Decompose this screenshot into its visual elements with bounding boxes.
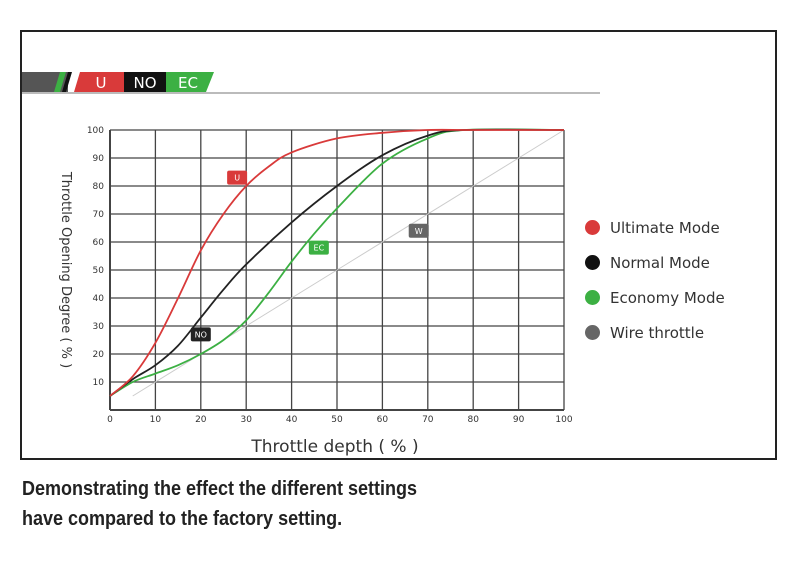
y-tick-label: 80 <box>93 182 105 192</box>
banner-ec-block <box>166 72 214 92</box>
legend-item-wire: Wire throttle <box>585 315 725 350</box>
green-dot-icon <box>585 290 600 305</box>
x-tick-label: 60 <box>377 415 389 425</box>
series-lines <box>109 128 565 397</box>
y-tick-label: 30 <box>93 322 105 332</box>
series-tag <box>190 327 211 342</box>
series-tag-label: NO <box>195 330 207 339</box>
legend: Ultimate Mode Normal Mode Economy Mode W… <box>585 210 725 350</box>
y-tick-label: 90 <box>93 154 105 164</box>
y-tick-label: 50 <box>93 266 105 276</box>
y-tick-label: 10 <box>93 378 105 388</box>
series-tag-label: EC <box>314 244 325 253</box>
banner-u: U <box>96 74 107 92</box>
series-tag <box>227 170 248 185</box>
series-line-wire-throttle <box>132 129 565 397</box>
legend-label: Normal Mode <box>610 253 710 272</box>
x-tick-label: 70 <box>422 415 434 425</box>
series-tags: W EC NO U <box>190 170 429 342</box>
red-dot-icon <box>585 220 600 235</box>
y-tick-label: 40 <box>93 294 105 304</box>
legend-item-normal: Normal Mode <box>585 245 725 280</box>
y-tick-label: 60 <box>93 238 105 248</box>
banner-no: NO <box>133 74 156 92</box>
banner-stripe <box>54 72 66 92</box>
y-tick-label: 20 <box>93 350 105 360</box>
x-axis-label: Throttle depth ( % ) <box>250 437 418 457</box>
caption-line-2: have compared to the factory setting. <box>22 508 343 530</box>
grid <box>109 129 565 411</box>
y-tick-label: 100 <box>87 126 104 136</box>
series-line-economy-mode <box>109 128 565 397</box>
x-tick-label: 80 <box>467 415 479 425</box>
y-tick-label: 70 <box>93 210 105 220</box>
x-tick-label: 20 <box>195 415 207 425</box>
x-tick-label: 10 <box>150 415 162 425</box>
legend-item-ultimate: Ultimate Mode <box>585 210 725 245</box>
series-line-normal-mode <box>109 128 565 397</box>
legend-label: Ultimate Mode <box>610 218 720 237</box>
x-tick-label: 100 <box>555 415 572 425</box>
caption-line-1: Demonstrating the effect the different s… <box>22 478 418 500</box>
x-tick-label: 50 <box>331 415 343 425</box>
series-tag-label: W <box>415 227 423 236</box>
x-tick-label: 0 <box>107 415 113 425</box>
banner-u-block <box>74 72 124 92</box>
legend-item-economy: Economy Mode <box>585 280 725 315</box>
tick-labels: 0 10 20 30 40 50 60 70 80 90 100 10 20 30 40 50 60 70 80 90… <box>87 126 573 425</box>
gray-dot-icon <box>585 325 600 340</box>
chart-frame <box>20 30 777 460</box>
series-tag <box>408 223 429 238</box>
series-tag <box>308 240 329 255</box>
banner-ec: EC <box>178 74 198 92</box>
series-tag-label: U <box>234 174 240 183</box>
x-tick-label: 30 <box>240 415 252 425</box>
series-line-ultimate-mode <box>109 128 564 397</box>
banner: U NO EC <box>22 72 600 94</box>
black-dot-icon <box>585 255 600 270</box>
banner-no-block <box>124 72 166 92</box>
y-axis-label: Throttle Opening Degree ( % ) <box>58 171 73 368</box>
x-tick-label: 40 <box>286 415 298 425</box>
x-tick-label: 90 <box>513 415 525 425</box>
banner-stripe <box>62 72 72 92</box>
legend-label: Wire throttle <box>610 323 705 342</box>
legend-label: Economy Mode <box>610 288 725 307</box>
